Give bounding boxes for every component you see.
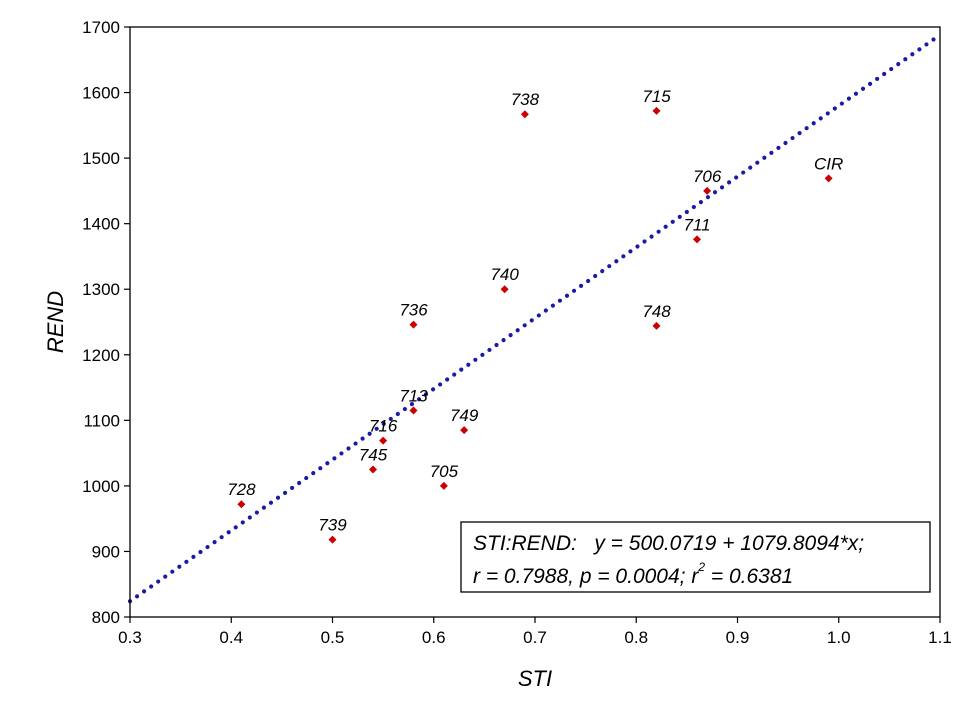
data-point-label: 716 (369, 417, 398, 436)
x-axis-title: STI (518, 666, 552, 691)
y-tick-label: 1600 (82, 84, 120, 103)
data-point-label: 713 (399, 387, 428, 406)
data-point-label: 705 (430, 462, 459, 481)
data-point (439, 481, 448, 490)
data-point-label: 715 (642, 87, 671, 106)
x-tick-label: 0.8 (624, 628, 648, 647)
data-point (409, 320, 418, 329)
data-point-label: 749 (450, 406, 479, 425)
x-tick-label: 0.6 (422, 628, 446, 647)
annotation-r-squared-exponent: 2 (697, 560, 705, 574)
regression-line (127, 32, 943, 604)
y-tick-label: 1700 (82, 18, 120, 37)
x-tick-label: 0.5 (321, 628, 345, 647)
data-points-layer: 738 715 706 CIR 711 740 736 748 713 749 716 745 705 7… (227, 87, 843, 544)
y-tick-label: 1100 (83, 411, 120, 430)
data-point (328, 535, 337, 544)
y-tick-label: 1300 (82, 280, 120, 299)
annotation-stats-main: r = 0.7988, p = 0.0004; r (473, 565, 699, 588)
y-tick-label: 1400 (82, 215, 120, 234)
data-point-label: 728 (227, 480, 256, 499)
data-point-label: 745 (359, 446, 388, 465)
x-tick-label: 0.9 (726, 628, 750, 647)
y-tick-label: 800 (92, 608, 120, 627)
data-point (237, 500, 246, 509)
data-point (652, 321, 661, 330)
regression-line-layer (127, 32, 943, 604)
data-point (369, 465, 377, 474)
data-point (703, 186, 712, 195)
data-point (824, 174, 833, 183)
y-tick-label: 1200 (82, 346, 120, 365)
data-point (500, 285, 509, 294)
annotation-equation: STI:REND: y = 500.0719 + 1079.8094*x; (473, 532, 864, 555)
y-tick-label: 1000 (82, 477, 120, 496)
data-point-label: 740 (490, 265, 519, 284)
data-point (520, 110, 529, 119)
annotation-box (460, 521, 931, 593)
y-tick-label: 1500 (82, 149, 120, 168)
data-point-label: 706 (693, 167, 722, 186)
y-tick-label: 900 (92, 542, 120, 561)
data-point (379, 436, 388, 445)
x-tick-label: 0.4 (219, 628, 243, 647)
data-point-label: 736 (399, 301, 428, 320)
axis-ticks-layer: 0.3 0.4 0.5 0.6 0.7 0.8 0.9 1.0 1.1 800 900 1000 110… (82, 18, 952, 647)
annotation-r-squared-value: = 0.6381 (705, 565, 793, 588)
data-point (460, 426, 469, 435)
x-tick-label: 0.7 (523, 628, 547, 647)
data-point (693, 235, 701, 244)
annotation-statistics: r = 0.7988, p = 0.0004; r2 = 0.6381 (473, 560, 793, 588)
data-point (409, 406, 418, 415)
data-point (652, 106, 661, 115)
data-point-label: 748 (642, 302, 671, 321)
data-point-label: 711 (683, 215, 710, 234)
data-point-label: CIR (814, 154, 843, 173)
x-tick-label: 1.0 (827, 628, 851, 647)
y-axis-title: REND (43, 291, 68, 353)
data-point-label: 739 (318, 516, 347, 535)
x-tick-label: 0.3 (118, 628, 142, 647)
data-point-label: 738 (511, 90, 540, 109)
regression-annotation: STI:REND: y = 500.0719 + 1079.8094*x; r … (460, 521, 931, 593)
x-tick-label: 1.1 (928, 628, 952, 647)
